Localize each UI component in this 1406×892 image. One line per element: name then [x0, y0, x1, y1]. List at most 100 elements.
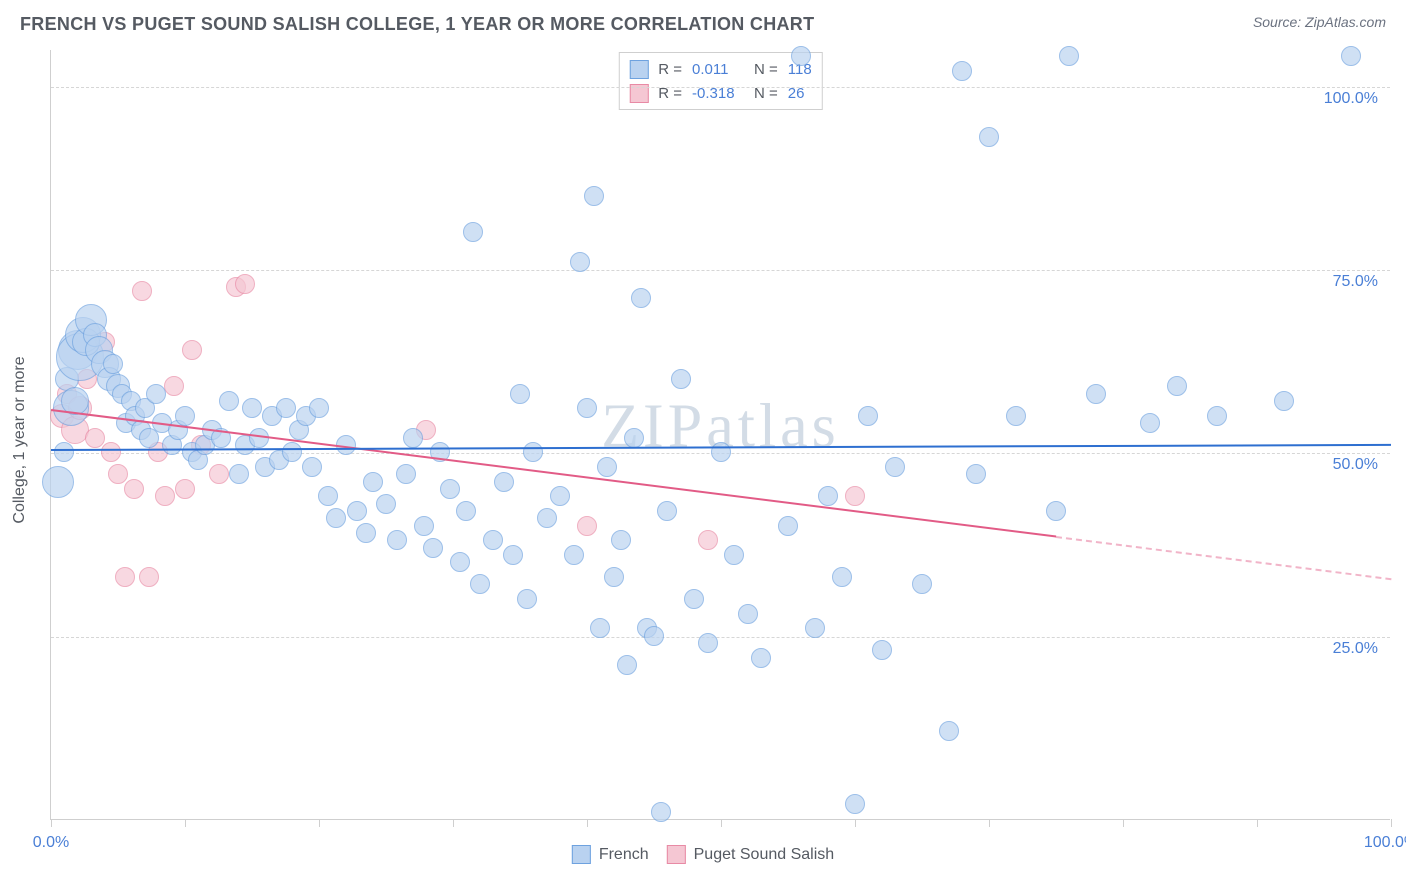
data-point [517, 589, 537, 609]
data-point [671, 369, 691, 389]
data-point [684, 589, 704, 609]
data-point [318, 486, 338, 506]
xtick-mark [855, 819, 856, 827]
data-point [139, 567, 159, 587]
data-point [832, 567, 852, 587]
data-point [818, 486, 838, 506]
data-point [966, 464, 986, 484]
chart-plot-area: ZIPatlas R = 0.011 N = 118 R = -0.318 N … [50, 50, 1390, 820]
xtick-mark [319, 819, 320, 827]
data-point [510, 384, 530, 404]
data-point [791, 46, 811, 66]
data-point [54, 442, 74, 462]
data-point [302, 457, 322, 477]
data-point [604, 567, 624, 587]
data-point [590, 618, 610, 638]
data-point [347, 501, 367, 521]
data-point [85, 428, 105, 448]
xtick-mark [1391, 819, 1392, 827]
data-point [503, 545, 523, 565]
data-point [450, 552, 470, 572]
data-point [108, 464, 128, 484]
data-point [550, 486, 570, 506]
data-point [1140, 413, 1160, 433]
data-point [1059, 46, 1079, 66]
xtick-label: 0.0% [33, 834, 69, 852]
data-point [845, 794, 865, 814]
data-point [845, 486, 865, 506]
xtick-label: 100.0% [1364, 834, 1406, 852]
stat-r-value: 0.011 [692, 61, 744, 78]
data-point [1341, 46, 1361, 66]
data-point [182, 340, 202, 360]
legend-item-salish: Puget Sound Salish [667, 845, 835, 864]
data-point [651, 802, 671, 822]
data-point [912, 574, 932, 594]
data-point [577, 398, 597, 418]
data-point [132, 281, 152, 301]
data-point [387, 530, 407, 550]
xtick-mark [721, 819, 722, 827]
data-point [463, 222, 483, 242]
data-point [175, 406, 195, 426]
data-point [155, 486, 175, 506]
data-point [209, 464, 229, 484]
data-point [282, 442, 302, 462]
bottom-legend: French Puget Sound Salish [572, 845, 834, 864]
data-point [564, 545, 584, 565]
ytick-label: 25.0% [1333, 640, 1378, 658]
gridline [51, 87, 1390, 88]
ytick-label: 50.0% [1333, 456, 1378, 474]
data-point [698, 633, 718, 653]
data-point [597, 457, 617, 477]
data-point [309, 398, 329, 418]
data-point [235, 274, 255, 294]
data-point [644, 626, 664, 646]
source-label: Source: ZipAtlas.com [1253, 14, 1386, 30]
data-point [631, 288, 651, 308]
swatch-french-icon [572, 845, 591, 864]
data-point [276, 398, 296, 418]
y-axis-label: College, 1 year or more [11, 356, 29, 523]
gridline [51, 637, 1390, 638]
data-point [164, 376, 184, 396]
data-point [456, 501, 476, 521]
data-point [584, 186, 604, 206]
data-point [952, 61, 972, 81]
stat-r-label: R = [658, 61, 682, 78]
data-point [624, 428, 644, 448]
legend-label: French [599, 846, 649, 864]
data-point [483, 530, 503, 550]
data-point [363, 472, 383, 492]
data-point [711, 442, 731, 462]
data-point [326, 508, 346, 528]
xtick-mark [185, 819, 186, 827]
data-point [523, 442, 543, 462]
data-point [858, 406, 878, 426]
swatch-french-icon [629, 60, 648, 79]
ytick-label: 100.0% [1324, 90, 1378, 108]
data-point [939, 721, 959, 741]
data-point [617, 655, 637, 675]
data-point [570, 252, 590, 272]
data-point [1207, 406, 1227, 426]
data-point [101, 442, 121, 462]
data-point [414, 516, 434, 536]
data-point [423, 538, 443, 558]
data-point [751, 648, 771, 668]
stat-row-french: R = 0.011 N = 118 [629, 57, 811, 81]
data-point [1167, 376, 1187, 396]
data-point [698, 530, 718, 550]
ytick-label: 75.0% [1333, 273, 1378, 291]
xtick-mark [989, 819, 990, 827]
data-point [872, 640, 892, 660]
data-point [103, 354, 123, 374]
data-point [1046, 501, 1066, 521]
data-point [115, 567, 135, 587]
legend-label: Puget Sound Salish [694, 846, 835, 864]
data-point [356, 523, 376, 543]
data-point [885, 457, 905, 477]
data-point [537, 508, 557, 528]
data-point [577, 516, 597, 536]
data-point [611, 530, 631, 550]
